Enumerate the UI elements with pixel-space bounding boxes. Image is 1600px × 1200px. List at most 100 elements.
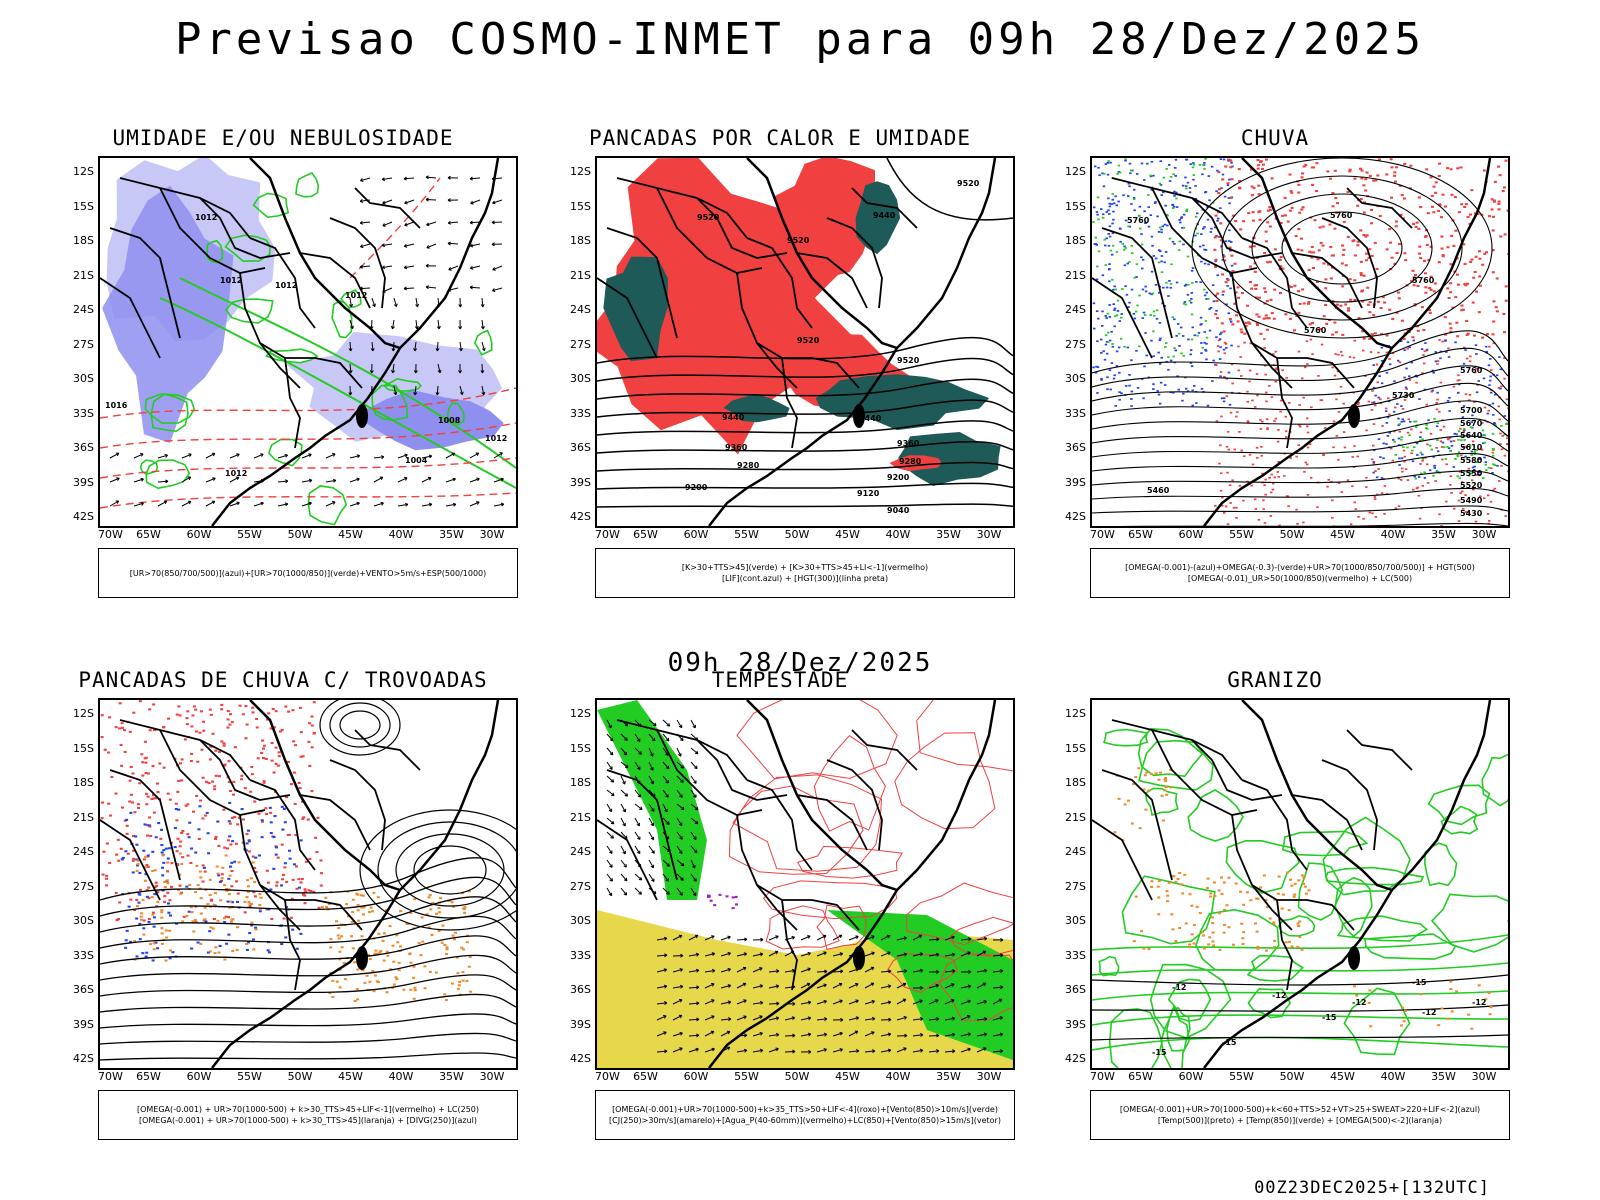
latitude-axis: 12S 15S 18S 21S 24S 27S 30S 33S 36S 39S 42S — [60, 156, 98, 528]
longitude-axis: 70W 65W 60W 55W 50W 45W 40W 35W 30W — [98, 528, 518, 542]
latitude-axis: 12S 15S 18S 21S 24S 27S 30S 33S 36S 39S 42S — [1052, 698, 1090, 1070]
height-contour-label: 5580 — [1460, 456, 1483, 465]
latitude-tick-label: 21S — [1065, 268, 1086, 282]
height-contour-label: 9280 — [737, 461, 760, 470]
forecast-map: 1012 1012 1012 1012 1008 1004 1012 1012 1016 — [98, 156, 518, 528]
latitude-tick-label: 27S — [1065, 337, 1086, 351]
longitude-tick-label: 60W — [683, 528, 709, 541]
panel-title: TEMPESTADE — [711, 668, 849, 692]
latitude-tick-label: 36S — [73, 441, 94, 454]
temperature-contour-label: -12 — [1172, 983, 1186, 992]
height-contour-label: 9200 — [685, 483, 708, 492]
longitude-tick-label: 70W — [1090, 1070, 1115, 1083]
longitude-tick-label: 50W — [287, 1070, 313, 1083]
longitude-tick-label: 35W — [1431, 1070, 1456, 1083]
latitude-tick-label: 30S — [570, 914, 591, 927]
latitude-tick-label: 42S — [570, 510, 591, 523]
latitude-tick-label: 24S — [1065, 303, 1086, 316]
longitude-tick-label: 40W — [1380, 1070, 1406, 1083]
forecast-map — [98, 698, 518, 1070]
latitude-tick-label: 39S — [1065, 1017, 1086, 1031]
height-contour-label: 5760 — [1304, 326, 1327, 335]
height-contour-label: 9040 — [887, 506, 910, 515]
isobar-contour-label: 1012 — [345, 291, 367, 300]
longitude-tick-label: 55W — [734, 528, 759, 541]
latitude-tick-label: 24S — [570, 845, 591, 858]
latitude-tick-label: 24S — [570, 303, 591, 316]
longitude-tick-label: 30W — [479, 528, 505, 541]
height-contour-label: 9440 — [722, 413, 745, 422]
latitude-tick-label: 18S — [1065, 776, 1086, 789]
latitude-axis: 12S 15S 18S 21S 24S 27S 30S 33S 36S 39S 42S — [1052, 156, 1090, 528]
longitude-tick-label: 60W — [1178, 528, 1204, 541]
latitude-tick-label: 18S — [1065, 234, 1086, 247]
height-contour-label: 9360 — [725, 443, 748, 452]
longitude-tick-label: 35W — [936, 1070, 961, 1083]
longitude-tick-label: 65W — [136, 528, 161, 541]
latitude-tick-label: 12S — [73, 707, 94, 720]
legend-text: [K>30+TTS>45](verde) + [K>30+TTS>45+LI<-… — [681, 563, 929, 572]
temperature-contour-label: -12 — [1472, 998, 1486, 1007]
latitude-tick-label: 36S — [570, 441, 591, 454]
legend-text: [OMEGA(-0.001) + UR>70(1000-500) + k>30_… — [138, 1116, 478, 1125]
map-panel: GRANIZO -12 -12 -12 -12 -12 -15 -15 -15 -15 12S 15S… — [1040, 668, 1510, 1140]
latitude-tick-label: 27S — [73, 879, 94, 893]
panel-title: PANCADAS POR CALOR E UMIDADE — [588, 126, 971, 150]
latitude-tick-label: 42S — [73, 1052, 94, 1065]
forecast-map: 9520 9520 9520 9440 9520 9520 9440 9440 9360 9360… — [595, 156, 1015, 528]
latitude-tick-label: 15S — [1065, 199, 1086, 213]
latitude-tick-label: 12S — [570, 707, 591, 720]
isobar-contour-label: 1012 — [225, 469, 247, 478]
longitude-tick-label: 55W — [734, 1070, 759, 1083]
isobar-contour-label: 1012 — [485, 434, 507, 443]
latitude-tick-label: 12S — [570, 165, 591, 178]
longitude-tick-label: 45W — [1330, 528, 1355, 541]
latitude-tick-label: 12S — [73, 165, 94, 178]
height-contour-label: 9520 — [797, 336, 820, 345]
longitude-tick-label: 50W — [1279, 528, 1305, 541]
longitude-tick-label: 50W — [1279, 1070, 1305, 1083]
height-contour-label: 5490 — [1460, 496, 1483, 505]
longitude-tick-label: 30W — [1471, 528, 1497, 541]
panel-title: CHUVA — [1240, 126, 1310, 150]
latitude-tick-label: 33S — [73, 948, 94, 962]
longitude-tick-label: 30W — [1471, 1070, 1497, 1083]
latitude-tick-label: 15S — [570, 741, 591, 755]
map-panel: PANCADAS POR CALOR E UMIDADE 9520 9520 9520… — [545, 126, 1015, 598]
longitude-tick-label: 30W — [479, 1070, 505, 1083]
legend-text: [LIF](cont.azul) + [HGT(300)](linha pret… — [721, 574, 889, 583]
longitude-tick-label: 65W — [1128, 528, 1153, 541]
longitude-tick-label: 65W — [633, 1070, 658, 1083]
isobar-contour-label: 1004 — [405, 456, 428, 465]
height-contour-label: 5760 — [1330, 211, 1353, 220]
longitude-tick-label: 65W — [1128, 1070, 1153, 1083]
forecast-map — [595, 698, 1015, 1070]
height-contour-label: 5550 — [1460, 469, 1483, 478]
forecast-time-label: 09h 28/Dez/2025 — [667, 648, 933, 678]
longitude-axis: 70W 65W 60W 55W 50W 45W 40W 35W 30W — [1090, 1070, 1510, 1084]
legend-text: [OMEGA(-0.001)+UR>70(1000-500)+k>35_TTS>… — [612, 1105, 998, 1114]
latitude-tick-label: 39S — [73, 1017, 94, 1031]
legend-text: [OMEGA(-0.001)+UR>70(1000-500)+k<60+TTS>… — [1119, 1105, 1481, 1114]
legend-text: [OMEGA(-0.001)-(azul)+OMEGA(-0.3)-(verde… — [1125, 563, 1475, 572]
latitude-tick-label: 12S — [1065, 707, 1086, 720]
temperature-contour-label: -15 — [1222, 1038, 1237, 1047]
height-contour-label: 5610 — [1460, 443, 1483, 452]
height-contour-label: 5670 — [1460, 419, 1483, 428]
legend-text: [OMEGA(-0.001) + UR>70(1000-500) + k>30_… — [136, 1105, 480, 1114]
forecast-map: -12 -12 -12 -12 -12 -15 -15 -15 -15 — [1090, 698, 1510, 1070]
latitude-tick-label: 42S — [1065, 1052, 1086, 1065]
height-contour-label: 5430 — [1460, 509, 1483, 518]
height-contour-label: 9520 — [957, 179, 980, 188]
latitude-tick-label: 18S — [73, 776, 94, 789]
latitude-tick-label: 30S — [1065, 914, 1086, 927]
panel-title: UMIDADE E/OU NEBULOSIDADE — [112, 126, 454, 150]
latitude-tick-label: 27S — [73, 337, 94, 351]
latitude-tick-label: 33S — [570, 948, 591, 962]
latitude-tick-label: 21S — [1065, 810, 1086, 824]
run-timestamp: 00Z23DEC2025+[132UTC] — [1254, 1178, 1490, 1198]
legend-box: [OMEGA(-0.001) + UR>70(1000-500) + k>30_… — [98, 1090, 518, 1140]
latitude-tick-label: 33S — [1065, 406, 1086, 420]
latitude-tick-label: 30S — [73, 372, 94, 385]
height-contour-label: 9440 — [873, 211, 896, 220]
